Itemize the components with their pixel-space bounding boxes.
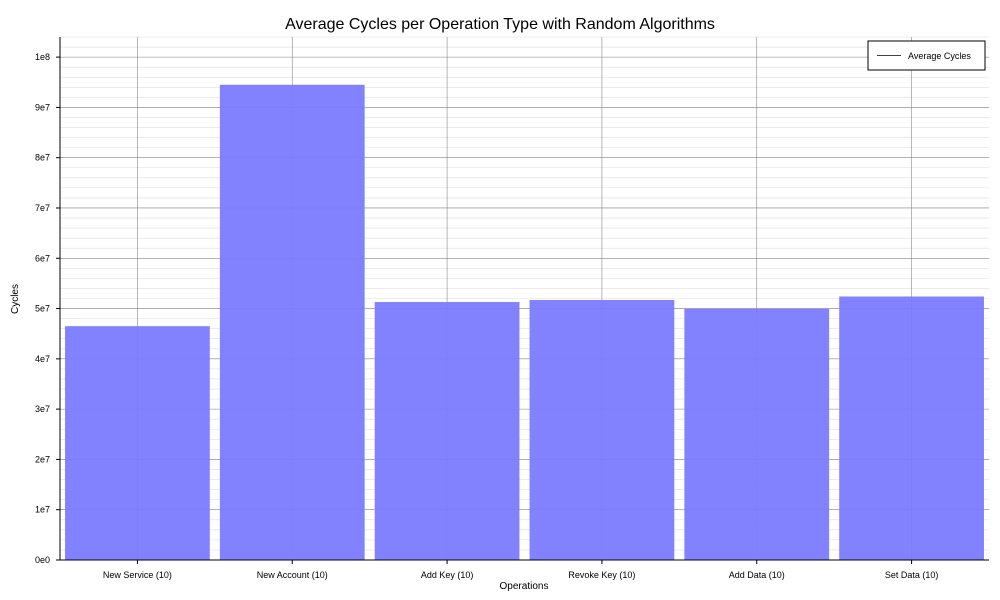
y-tick-label: 2e7 [35, 454, 50, 464]
bar [65, 326, 210, 560]
bar [839, 296, 984, 560]
chart-title: Average Cycles per Operation Type with R… [285, 16, 715, 33]
legend: Average Cycles [867, 40, 986, 71]
y-tick-label: 0e0 [35, 555, 50, 565]
x-tick-label: Set Data (10) [885, 570, 939, 580]
y-tick-label: 1e8 [35, 52, 50, 62]
x-tick-label: Revoke Key (10) [568, 570, 635, 580]
y-tick-label: 8e7 [35, 153, 50, 163]
x-tick-labels: New Service (10) New Account (10) Add Key … [103, 570, 938, 580]
x-tick-label: Add Data (10) [729, 570, 785, 580]
y-tick-label: 7e7 [35, 203, 50, 213]
axes [56, 37, 989, 564]
x-tick-label: New Account (10) [257, 570, 328, 580]
y-axis-label: Cycles [10, 284, 21, 314]
y-tick-label: 9e7 [35, 102, 50, 112]
y-tick-label: 5e7 [35, 304, 50, 314]
legend-label: Average Cycles [908, 51, 971, 61]
x-axis-label: Operations [500, 581, 549, 592]
y-tick-label: 1e7 [35, 505, 50, 515]
bar [374, 302, 520, 560]
y-tick-label: 3e7 [35, 404, 50, 414]
y-tick-label: 6e7 [35, 253, 50, 263]
y-tick-label: 4e7 [35, 354, 50, 364]
bar [529, 300, 675, 560]
x-tick-label: Add Key (10) [421, 570, 474, 580]
bar [684, 308, 830, 560]
bar [219, 84, 365, 560]
y-tick-labels: 0e0 1e7 2e7 3e7 4e7 5e7 6e7 7e7 8e7 9e7 1e8 [35, 52, 50, 565]
x-tick-label: New Service (10) [103, 570, 172, 580]
bars [65, 84, 984, 560]
